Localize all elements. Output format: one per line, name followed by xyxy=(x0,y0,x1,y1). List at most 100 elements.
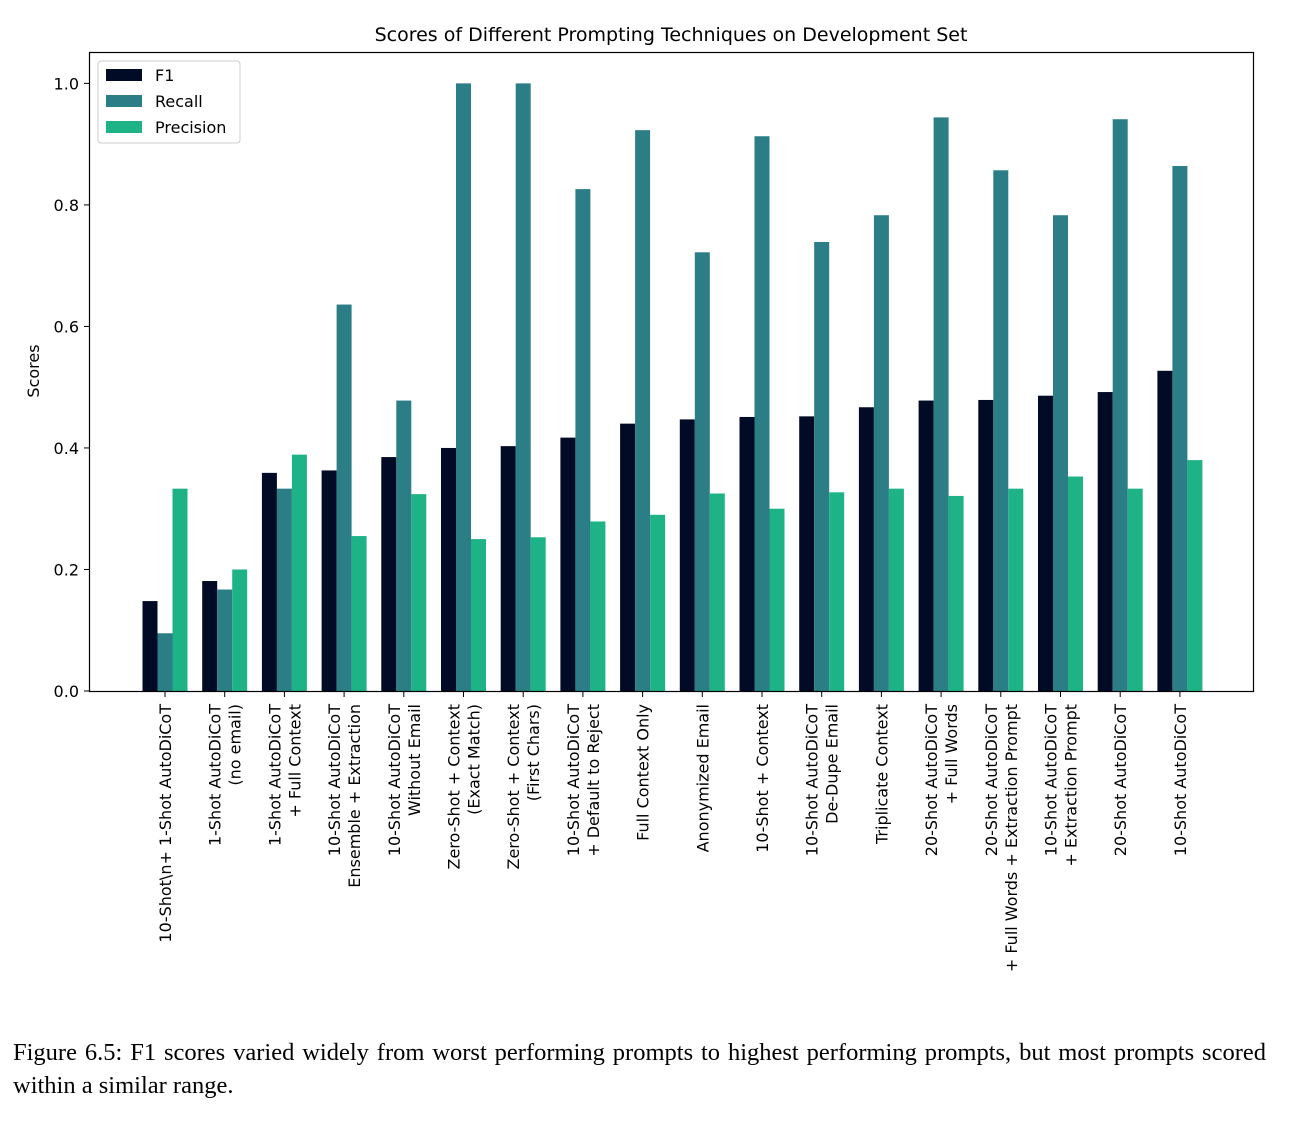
x-tick-label-5: Zero-Shot + Context(Exact Match) xyxy=(445,704,484,870)
x-axis-ticks: 10-Shot\n+ 1-Shot AutoDiCoT 1-Shot AutoDi… xyxy=(156,691,1190,972)
bar-f1-11 xyxy=(799,416,815,691)
legend-swatch-f1 xyxy=(106,69,142,81)
x-tick-label-2: 1-Shot AutoDiCoT+ Full Context xyxy=(265,704,304,846)
bar-precision-12 xyxy=(888,488,904,691)
bar-chart: Scores of Different Prompting Techniques… xyxy=(24,24,1255,972)
y-tick-label: 0.8 xyxy=(54,196,79,215)
bar-precision-16 xyxy=(1127,488,1143,691)
y-tick-label: 0.0 xyxy=(54,682,79,701)
bar-f1-3 xyxy=(321,470,337,691)
bar-f1-12 xyxy=(858,407,874,691)
bar-recall-7 xyxy=(575,189,591,691)
legend: F1 Recall Precision xyxy=(97,60,241,144)
bar-precision-4 xyxy=(411,494,427,691)
bar-f1-1 xyxy=(202,581,218,691)
x-tick-label-line: 20-Shot AutoDiCoT xyxy=(1111,704,1130,856)
bar-recall-14 xyxy=(993,170,1009,691)
bar-recall-17 xyxy=(1172,166,1188,691)
bar-precision-11 xyxy=(829,492,845,691)
x-tick-label-line: 10-Shot AutoDiCoT xyxy=(803,704,822,856)
x-tick-label-7: 10-Shot AutoDiCoT+ Default to Reject xyxy=(564,704,603,857)
bar-recall-2 xyxy=(276,488,292,691)
legend-swatch-recall xyxy=(106,95,142,107)
bar-f1-5 xyxy=(441,447,456,691)
x-tick-label-10: 10-Shot + Context xyxy=(753,704,772,853)
x-tick-label-line: Triplicate Context xyxy=(872,704,891,845)
x-tick-label-line: 10-Shot AutoDiCoT xyxy=(564,704,583,856)
bar-precision-17 xyxy=(1187,460,1203,691)
bar-precision-7 xyxy=(590,521,606,691)
y-tick-label: 0.2 xyxy=(54,560,79,579)
y-tick-label: 1.0 xyxy=(54,74,79,93)
bar-recall-1 xyxy=(217,589,233,691)
bar-f1-10 xyxy=(739,416,755,691)
x-tick-label-6: Zero-Shot + Context(First Chars) xyxy=(504,704,543,870)
bar-recall-16 xyxy=(1112,119,1128,692)
bar-recall-6 xyxy=(515,83,531,691)
x-tick-label-8: Full Context Only xyxy=(634,704,653,841)
x-tick-label-12: Triplicate Context xyxy=(872,704,891,845)
y-tick-label: 0.4 xyxy=(54,439,79,458)
x-tick-label-line: (no email) xyxy=(226,704,245,786)
chart-title: Scores of Different Prompting Techniques… xyxy=(375,24,968,46)
bar-f1-14 xyxy=(978,399,994,691)
x-tick-label-line: 10-Shot\n+ 1-Shot AutoDiCoT xyxy=(156,704,175,943)
x-tick-label-line: + Full Words + Extraction Prompt xyxy=(1002,704,1021,972)
bar-recall-13 xyxy=(933,117,949,692)
x-tick-label-14: 20-Shot AutoDiCoT+ Full Words + Extracti… xyxy=(982,704,1021,972)
y-axis-ticks: 0.0 0.2 0.4 0.6 0.8 1.0 xyxy=(54,74,90,701)
x-tick-label-3: 10-Shot AutoDiCoTEnsemble + Extraction xyxy=(325,704,364,888)
x-tick-label-4: 10-Shot AutoDiCoTWithout Email xyxy=(385,704,424,856)
x-tick-label-line: 10-Shot AutoDiCoT xyxy=(1171,704,1190,856)
x-tick-label-line: 10-Shot AutoDiCoT xyxy=(325,704,344,856)
bar-recall-3 xyxy=(336,304,352,691)
x-tick-label-line: Ensemble + Extraction xyxy=(345,704,364,888)
x-tick-label-line: 20-Shot AutoDiCoT xyxy=(922,704,941,856)
x-tick-label-line: 10-Shot AutoDiCoT xyxy=(385,704,404,856)
bar-f1-16 xyxy=(1097,392,1113,691)
x-tick-label-line: 10-Shot AutoDiCoT xyxy=(1042,704,1061,856)
legend-label-precision: Precision xyxy=(155,118,226,137)
x-tick-label-line: (Exact Match) xyxy=(465,704,484,815)
x-tick-label-1: 1-Shot AutoDiCoT(no email) xyxy=(206,704,245,846)
bar-recall-8 xyxy=(635,130,651,692)
x-tick-label-13: 20-Shot AutoDiCoT+ Full Words xyxy=(922,704,961,856)
x-tick-label-line: Zero-Shot + Context xyxy=(504,704,523,870)
x-tick-label-9: Anonymized Email xyxy=(693,704,712,852)
bar-recall-5 xyxy=(456,83,471,691)
bar-recall-11 xyxy=(814,241,830,691)
bar-f1-15 xyxy=(1038,395,1053,691)
y-tick-label: 0.6 xyxy=(54,317,79,336)
x-tick-label-line: + Full Context xyxy=(285,704,304,818)
x-tick-label-line: De-Dupe Email xyxy=(823,704,842,824)
bar-precision-3 xyxy=(351,536,367,691)
legend-label-recall: Recall xyxy=(155,92,203,111)
bar-precision-2 xyxy=(291,454,307,691)
bar-recall-4 xyxy=(396,400,412,691)
x-tick-label-line: 10-Shot + Context xyxy=(753,704,772,853)
x-tick-label-17: 10-Shot AutoDiCoT xyxy=(1171,704,1190,856)
bar-precision-10 xyxy=(769,508,785,691)
bar-f1-9 xyxy=(679,419,695,691)
bar-recall-0 xyxy=(157,633,173,691)
bar-precision-9 xyxy=(709,493,725,691)
x-tick-label-11: 10-Shot AutoDiCoTDe-Dupe Email xyxy=(803,704,842,856)
x-tick-label-line: Anonymized Email xyxy=(693,704,712,852)
bar-recall-15 xyxy=(1053,215,1068,691)
legend-label-f1: F1 xyxy=(155,66,174,85)
figure-caption: Figure 6.5: F1 scores varied widely from… xyxy=(13,1039,1266,1099)
bar-f1-4 xyxy=(381,457,397,691)
x-tick-label-line: 1-Shot AutoDiCoT xyxy=(265,704,284,846)
x-tick-label-15: 10-Shot AutoDiCoT+ Extraction Prompt xyxy=(1042,704,1081,867)
y-axis-label: Scores xyxy=(24,344,43,397)
x-tick-label-line: Without Email xyxy=(405,704,424,816)
x-tick-label-line: Zero-Shot + Context xyxy=(445,704,464,870)
bar-recall-9 xyxy=(694,252,710,691)
bar-f1-2 xyxy=(261,472,277,691)
bar-recall-10 xyxy=(754,136,770,692)
bar-precision-14 xyxy=(1008,488,1024,691)
x-tick-label-line: (First Chars) xyxy=(524,704,543,801)
bar-precision-5 xyxy=(471,539,486,691)
bar-precision-6 xyxy=(530,537,546,691)
bars-group xyxy=(142,83,1203,692)
